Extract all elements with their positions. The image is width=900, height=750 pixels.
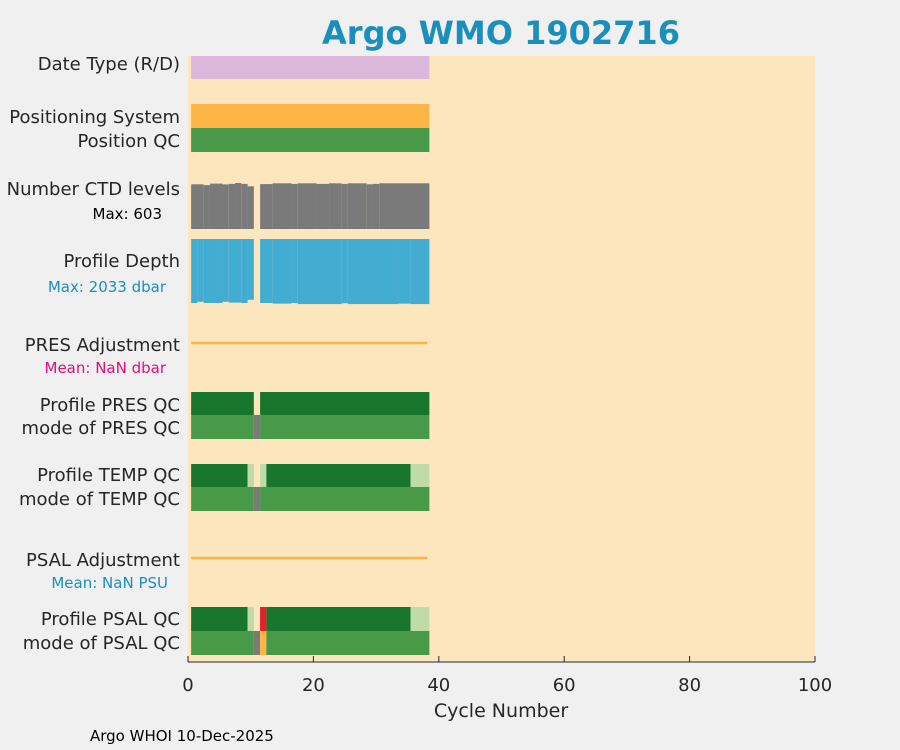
- ctd-levels-bar-13: [316, 183, 330, 229]
- profile-depth-bar-13: [347, 239, 399, 305]
- profile-psal-qc-bar-segment-4: [266, 607, 411, 631]
- plot-area: [188, 56, 815, 662]
- ctd-levels-bar-12: [297, 183, 317, 229]
- profile-temp-qc-bar-segment-1: [191, 464, 248, 487]
- ctd-levels-bar-15: [341, 183, 348, 229]
- profile-depth-bar-4: [222, 239, 229, 302]
- x-axis-ticks: 0 20 40 60 80 100: [182, 656, 832, 696]
- profile-pres-qc-bar-segment-2: [260, 392, 430, 415]
- ctd-levels-bar-8: [247, 186, 254, 229]
- profile-depth-bar-6: [241, 239, 248, 303]
- date-type-bar-segment-1: [191, 56, 430, 79]
- profile-temp-qc-bar-segment-4: [266, 464, 411, 487]
- profile-pres-qc-bar-segment-1: [191, 392, 254, 415]
- ctd-levels-bar-9: [260, 184, 273, 229]
- x-tick-label: 60: [553, 675, 576, 696]
- profile-depth-bar-9: [272, 239, 292, 304]
- profile-depth-bar-5: [228, 239, 242, 303]
- positioning-system-label: Positioning System: [9, 107, 180, 128]
- profile-temp-qc-label: Profile TEMP QC: [37, 465, 180, 486]
- mode-temp-qc-bar-segment-2: [253, 487, 261, 511]
- profile-temp-qc-bar-segment-3: [260, 464, 267, 487]
- x-tick-label: 0: [182, 675, 193, 696]
- ctd-levels-bar-4: [222, 184, 229, 229]
- profile-pres-qc-label: Profile PRES QC: [40, 395, 180, 416]
- x-tick-label: 20: [302, 675, 325, 696]
- ctd-levels-bar-17: [366, 184, 373, 229]
- ctd-levels-bar-16: [347, 183, 367, 229]
- pres-adjustment-label: PRES Adjustment: [25, 335, 180, 356]
- profile-depth-bar-8: [260, 239, 273, 303]
- mode-psal-qc-label: mode of PSAL QC: [23, 633, 180, 654]
- x-tick-label: 80: [678, 675, 701, 696]
- profile-depth-bar-3: [203, 239, 223, 303]
- profile-depth-bar-2: [197, 239, 204, 302]
- psal-adjustment-label: PSAL Adjustment: [26, 550, 180, 571]
- chart-marks: [191, 56, 430, 655]
- profile-psal-qc-bar-segment-5: [410, 607, 430, 631]
- mode-pres-qc-bar-segment-3: [260, 415, 430, 439]
- ctd-levels-bar-3: [209, 183, 223, 229]
- chart-title: Argo WMO 1902716: [322, 14, 680, 52]
- profile-depth-bar-11: [297, 239, 342, 305]
- x-tick-label: 40: [427, 675, 450, 696]
- ctd-levels-bar-18: [372, 183, 380, 229]
- ctd-levels-bar-10: [272, 183, 292, 229]
- mode-psal-qc-bar-segment-2: [253, 631, 261, 655]
- mode-temp-qc-bar-segment-3: [260, 487, 430, 511]
- mode-pres-qc-label: mode of PRES QC: [22, 418, 180, 439]
- ctd-levels-bar-19: [379, 183, 430, 229]
- footer-credit: Argo WHOI 10-Dec-2025: [90, 727, 274, 745]
- mode-pres-qc-bar-segment-1: [191, 415, 254, 439]
- profile-depth-label: Profile Depth: [63, 251, 180, 272]
- profile-psal-qc-bar-segment-1: [191, 607, 248, 631]
- profile-psal-qc-bar-segment-3: [260, 607, 267, 631]
- date-type-label: Date Type (R/D): [38, 54, 180, 75]
- x-tick-label: 100: [798, 675, 832, 696]
- mode-pres-qc-bar-segment-2: [253, 415, 261, 439]
- positioning-system-bar-segment-1: [191, 104, 430, 128]
- profile-depth-bar-7: [247, 239, 254, 300]
- profile-depth-bar-10: [291, 239, 298, 303]
- profile-temp-qc-bar-segment-5: [410, 464, 430, 487]
- mode-temp-qc-bar-segment-1: [191, 487, 254, 511]
- profile-depth-bar-14: [398, 239, 411, 304]
- mode-psal-qc-bar-segment-4: [266, 631, 430, 655]
- pres-mean-label: Mean: NaN dbar: [45, 359, 167, 377]
- ctd-levels-bar-6: [235, 183, 242, 229]
- profile-depth-bar-12: [341, 239, 348, 304]
- profile-psal-qc-bar-segment-2: [247, 607, 254, 631]
- ctd-levels-bar-7: [241, 183, 248, 229]
- mode-temp-qc-label: mode of TEMP QC: [19, 489, 180, 510]
- psal-mean-label: Mean: NaN PSU: [51, 574, 168, 592]
- ctd-levels-label: Number CTD levels: [7, 179, 180, 200]
- mode-psal-qc-bar-segment-3: [260, 631, 267, 655]
- profile-depth-bar-15: [410, 239, 430, 305]
- ctd-levels-bar-2: [203, 185, 210, 229]
- ctd-max-label: Max: 603: [93, 205, 162, 223]
- profile-depth-bar-1: [191, 239, 198, 303]
- mode-psal-qc-bar-segment-1: [191, 631, 254, 655]
- ctd-levels-bar-5: [228, 183, 236, 229]
- ctd-levels-bar-1: [191, 184, 204, 229]
- ctd-levels-bar-14: [329, 183, 342, 229]
- x-axis-label: Cycle Number: [434, 700, 568, 722]
- depth-max-label: Max: 2033 dbar: [48, 278, 167, 296]
- ctd-levels-bar-11: [291, 183, 298, 229]
- profile-psal-qc-label: Profile PSAL QC: [41, 609, 180, 630]
- position-qc-label: Position QC: [77, 131, 180, 152]
- profile-temp-qc-bar-segment-2: [247, 464, 254, 487]
- position-qc-bar-segment-1: [191, 128, 430, 152]
